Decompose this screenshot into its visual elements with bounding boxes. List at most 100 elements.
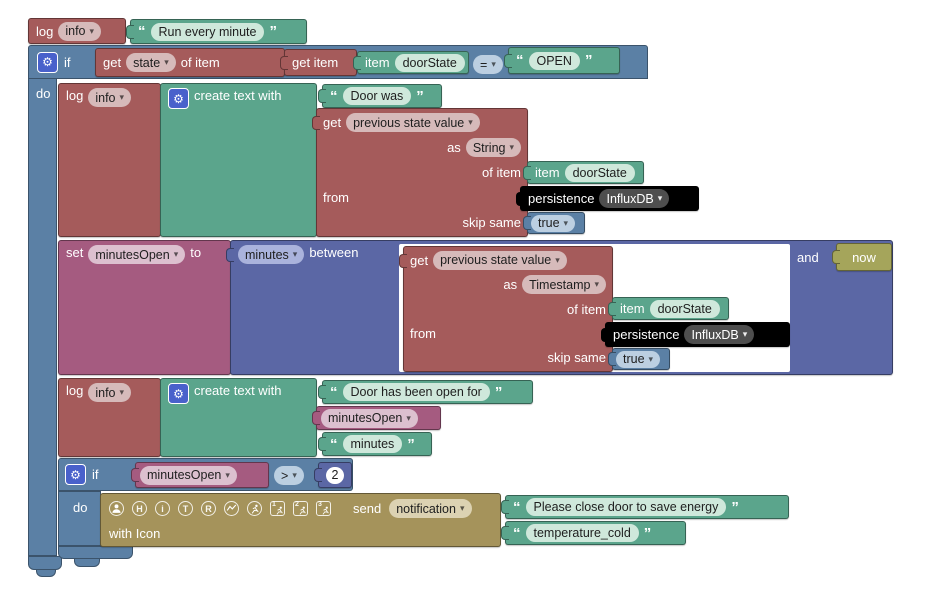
- block-log-trigger[interactable]: log info ▾: [28, 18, 126, 44]
- runner-2-icon[interactable]: 2: [293, 501, 308, 517]
- quote-close-icon: ”: [584, 52, 593, 69]
- mutator-gear-icon[interactable]: ⚙: [65, 464, 86, 485]
- field-value: String: [472, 140, 506, 155]
- persisted-kind-dropdown[interactable]: previous state value ▾: [433, 250, 567, 270]
- dropdown-caret-icon: ▾: [119, 387, 125, 397]
- log-label: log: [66, 88, 84, 103]
- dropdown-caret-icon: ▾: [225, 469, 230, 480]
- block-get-item[interactable]: get item: [284, 49, 357, 76]
- block-create-text-2[interactable]: ⚙ create text with: [160, 378, 317, 457]
- outer-if-next-tab: [36, 569, 56, 577]
- persistence-service-dropdown[interactable]: InfluxDB ▾: [599, 189, 670, 208]
- block-now[interactable]: now: [836, 243, 892, 271]
- reference-icon[interactable]: R: [201, 501, 216, 517]
- title-icon[interactable]: T: [178, 501, 193, 517]
- field-value: InfluxDB: [691, 327, 739, 342]
- do-label: do: [73, 500, 88, 515]
- string-field[interactable]: temperature_cold: [525, 524, 639, 542]
- mutator-gear-icon[interactable]: ⚙: [168, 383, 189, 404]
- unit-dropdown[interactable]: minutes ▾: [238, 245, 305, 264]
- string-notification-message[interactable]: “ Please close door to save energy ”: [505, 495, 789, 519]
- block-var-minutes-open-2[interactable]: minutesOpen ▾: [135, 462, 269, 488]
- block-create-text-1[interactable]: ⚙ create text with: [160, 83, 317, 237]
- block-get-state-of-item[interactable]: get state ▾ of item: [95, 48, 285, 77]
- item-name-field[interactable]: doorState: [564, 163, 635, 182]
- block-skip-same-true-1[interactable]: true ▾: [527, 212, 585, 234]
- block-get-previous-state-string[interactable]: get previous state value ▾ as String ▾ of it…: [312, 108, 528, 237]
- string-minutes[interactable]: “ minutes ”: [322, 432, 432, 456]
- chart-icon[interactable]: [224, 501, 239, 517]
- runner-icon[interactable]: [247, 501, 262, 517]
- variable-dropdown[interactable]: minutesOpen ▾: [321, 408, 418, 428]
- create-text-label: create text with: [194, 383, 282, 398]
- string-field[interactable]: Door has been open for: [342, 383, 490, 401]
- field-value: 2: [331, 468, 339, 482]
- log-level-dropdown[interactable]: info ▾: [88, 88, 132, 107]
- mutator-gear-icon[interactable]: ⚙: [37, 51, 58, 73]
- icon-digit: 3: [318, 501, 322, 509]
- variable-dropdown[interactable]: minutesOpen ▾: [88, 245, 186, 264]
- state-dropdown[interactable]: state ▾: [126, 53, 176, 72]
- outer-if-do-column[interactable]: do: [28, 78, 57, 556]
- number-field[interactable]: 2: [325, 466, 345, 484]
- skip-same-label: skip same: [547, 350, 606, 366]
- persisted-kind-dropdown[interactable]: previous state value ▾: [346, 113, 480, 132]
- block-send-notification[interactable]: H i T R 1 2 3 send notification ▾ with Ic…: [100, 493, 501, 547]
- boolean-dropdown[interactable]: true ▾: [531, 214, 576, 232]
- dropdown-caret-icon: ▾: [594, 279, 599, 290]
- notification-type-dropdown[interactable]: notification ▾: [389, 499, 472, 519]
- hide-h-icon[interactable]: H: [132, 501, 147, 517]
- person-icon[interactable]: [109, 501, 124, 517]
- runner-1-icon[interactable]: 1: [270, 501, 285, 517]
- log-label: log: [36, 23, 54, 39]
- block-item-doorstate-2[interactable]: item doorState: [527, 161, 644, 184]
- block-get-previous-state-timestamp[interactable]: get previous state value ▾ as Timestamp ▾ of…: [399, 246, 613, 372]
- block-var-minutes-open-1[interactable]: minutesOpen ▾: [316, 406, 441, 430]
- from-label: from: [410, 325, 436, 341]
- item-name-field[interactable]: doorState: [394, 53, 465, 72]
- string-field[interactable]: Run every minute: [150, 22, 265, 41]
- quote-open-icon: “: [330, 87, 338, 105]
- string-door-was[interactable]: “ Door was ”: [322, 84, 442, 108]
- log-level-dropdown[interactable]: info ▾: [88, 383, 132, 402]
- string-open[interactable]: “ OPEN ”: [508, 47, 620, 74]
- boolean-dropdown[interactable]: true ▾: [616, 350, 661, 368]
- string-field[interactable]: OPEN: [528, 51, 580, 70]
- field-value: =: [480, 57, 488, 72]
- persistence-service-dropdown[interactable]: InfluxDB ▾: [684, 325, 755, 344]
- field-value: minutesOpen: [95, 247, 170, 262]
- block-log-open-for[interactable]: log info ▾: [58, 378, 161, 457]
- string-notification-icon[interactable]: “ temperature_cold ”: [505, 521, 686, 545]
- send-label: send: [353, 501, 382, 517]
- mutator-gear-icon[interactable]: ⚙: [168, 88, 189, 109]
- string-door-open-for[interactable]: “ Door has been open for ”: [322, 380, 533, 404]
- info-circle-icon[interactable]: i: [155, 501, 170, 517]
- string-field[interactable]: minutes: [342, 435, 403, 453]
- get-label: get: [103, 55, 122, 70]
- inner-if-do-column[interactable]: do: [58, 491, 101, 546]
- string-run-every-minute[interactable]: “ Run every minute ”: [130, 19, 307, 44]
- block-number-2[interactable]: 2: [318, 462, 352, 488]
- quote-close-icon: ”: [269, 23, 277, 40]
- block-item-doorstate-1[interactable]: item doorState: [357, 51, 469, 74]
- block-set-minutes-open[interactable]: set minutesOpen ▾ to: [58, 240, 231, 375]
- block-item-doorstate-3[interactable]: item doorState: [612, 297, 729, 320]
- runner-3-icon[interactable]: 3: [316, 501, 331, 517]
- block-skip-same-true-2[interactable]: true ▾: [612, 348, 670, 370]
- string-field[interactable]: Door was: [342, 87, 412, 105]
- block-log-door-was[interactable]: log info ▾: [58, 83, 161, 237]
- of-item-label: of item: [481, 165, 521, 180]
- string-field[interactable]: Please close door to save energy: [525, 498, 727, 516]
- item-name-field[interactable]: doorState: [649, 299, 720, 318]
- block-persistence-2[interactable]: persistence InfluxDB ▾: [605, 322, 790, 347]
- quote-close-icon: ”: [407, 435, 415, 453]
- equals-operator-dropdown[interactable]: = ▾: [473, 55, 503, 74]
- as-type-dropdown[interactable]: Timestamp ▾: [522, 275, 606, 295]
- outer-if-bottom[interactable]: [28, 556, 62, 570]
- log-level-dropdown[interactable]: info ▾: [58, 21, 102, 41]
- as-type-dropdown[interactable]: String ▾: [465, 138, 521, 157]
- greater-operator-dropdown[interactable]: > ▾: [274, 466, 304, 485]
- block-persistence-1[interactable]: persistence InfluxDB ▾: [520, 186, 699, 211]
- variable-dropdown[interactable]: minutesOpen ▾: [140, 465, 237, 485]
- field-value: minutesOpen: [147, 468, 222, 482]
